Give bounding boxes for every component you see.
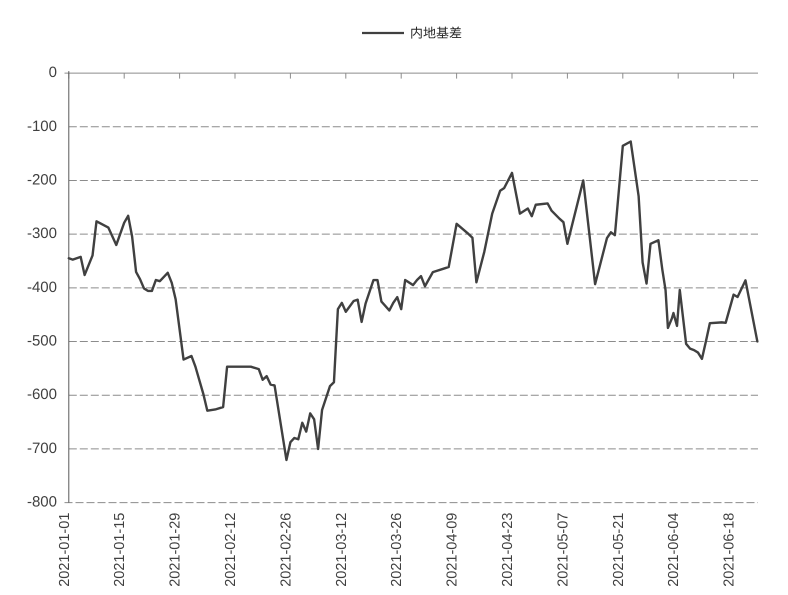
svg-text:2021-03-12: 2021-03-12	[334, 513, 350, 587]
svg-text:2021-01-15: 2021-01-15	[112, 513, 128, 587]
svg-text:-600: -600	[27, 386, 57, 403]
svg-text:-100: -100	[27, 118, 57, 135]
svg-text:2021-01-01: 2021-01-01	[57, 513, 73, 587]
svg-text:-500: -500	[27, 333, 57, 350]
svg-text:2021-04-09: 2021-04-09	[445, 513, 461, 587]
svg-text:2021-04-23: 2021-04-23	[500, 513, 516, 587]
svg-text:2021-05-07: 2021-05-07	[555, 513, 571, 587]
svg-text:2021-03-26: 2021-03-26	[389, 513, 405, 587]
svg-text:2021-06-18: 2021-06-18	[722, 513, 738, 587]
svg-text:-300: -300	[27, 225, 57, 242]
svg-text:2021-01-29: 2021-01-29	[168, 513, 184, 587]
svg-text:内地基差: 内地基差	[410, 26, 462, 41]
svg-text:-800: -800	[27, 494, 57, 511]
svg-text:-700: -700	[27, 440, 57, 457]
svg-text:-200: -200	[27, 172, 57, 189]
svg-text:2021-05-21: 2021-05-21	[611, 513, 627, 587]
svg-text:0: 0	[49, 64, 57, 81]
svg-text:2021-02-26: 2021-02-26	[278, 513, 294, 587]
svg-text:2021-06-04: 2021-06-04	[666, 513, 682, 587]
svg-text:2021-02-12: 2021-02-12	[223, 513, 239, 587]
svg-text:-400: -400	[27, 279, 57, 296]
